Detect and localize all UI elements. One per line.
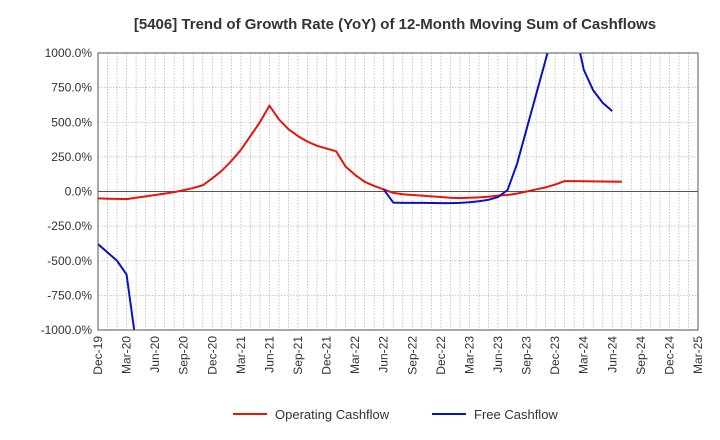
legend-label-operating-cashflow: Operating Cashflow — [275, 407, 390, 422]
series-line-free-cashflow — [579, 53, 613, 112]
legend-label-free-cashflow: Free Cashflow — [474, 407, 558, 422]
x-tick-label: Mar-22 — [348, 336, 362, 374]
x-tick-label: Sep-23 — [520, 336, 534, 375]
plot-area — [98, 53, 622, 330]
x-tick-label: Jun-20 — [148, 336, 162, 373]
x-tick-label: Mar-24 — [577, 336, 591, 374]
x-tick-label: Jun-23 — [491, 336, 505, 373]
x-tick-label: Mar-23 — [462, 336, 476, 374]
x-tick-label: Dec-20 — [205, 336, 219, 375]
x-tick-label: Sep-21 — [291, 336, 305, 375]
x-tick-label: Sep-24 — [634, 336, 648, 375]
y-tick-label: -750.0% — [47, 288, 92, 302]
y-tick-label: 0.0% — [65, 185, 93, 199]
y-tick-label: -250.0% — [47, 219, 92, 233]
x-tick-label: Dec-19 — [91, 336, 105, 375]
x-tick-label: Dec-22 — [434, 336, 448, 375]
x-tick-label: Mar-20 — [120, 336, 134, 374]
x-tick-label: Mar-25 — [691, 336, 705, 374]
x-tick-label: Mar-21 — [234, 336, 248, 374]
x-tick-label: Dec-21 — [320, 336, 334, 375]
legend: Operating Cashflow Free Cashflow — [233, 407, 558, 422]
y-axis: 1000.0% 750.0% 500.0% 250.0% 0.0% -250.0% -500… — [41, 46, 93, 337]
x-tick-label: Dec-23 — [548, 336, 562, 375]
x-tick-label: Dec-24 — [662, 336, 676, 375]
series-line-free-cashflow — [382, 53, 549, 205]
plot-frame — [97, 52, 699, 331]
y-tick-label: -500.0% — [47, 254, 92, 268]
x-tick-label: Sep-20 — [177, 336, 191, 375]
x-axis: Dec-19 Mar-20 Jun-20 Sep-20 Dec-20 Mar-21 Jun-… — [91, 336, 705, 375]
x-tick-label: Jun-21 — [262, 336, 276, 373]
chart-title: [5406] Trend of Growth Rate (YoY) of 12-… — [134, 16, 656, 33]
y-tick-label: 1000.0% — [45, 46, 93, 60]
x-tick-label: Jun-22 — [377, 336, 391, 373]
x-tick-label: Sep-22 — [405, 336, 419, 375]
x-tick-label: Jun-24 — [605, 336, 619, 373]
y-tick-label: 750.0% — [51, 81, 92, 95]
y-tick-label: -1000.0% — [41, 323, 93, 337]
y-tick-label: 250.0% — [51, 150, 92, 164]
series-line-operating-cashflow — [98, 104, 622, 201]
y-tick-label: 500.0% — [51, 115, 92, 129]
series-line-free-cashflow — [98, 243, 136, 330]
grid — [98, 53, 698, 330]
